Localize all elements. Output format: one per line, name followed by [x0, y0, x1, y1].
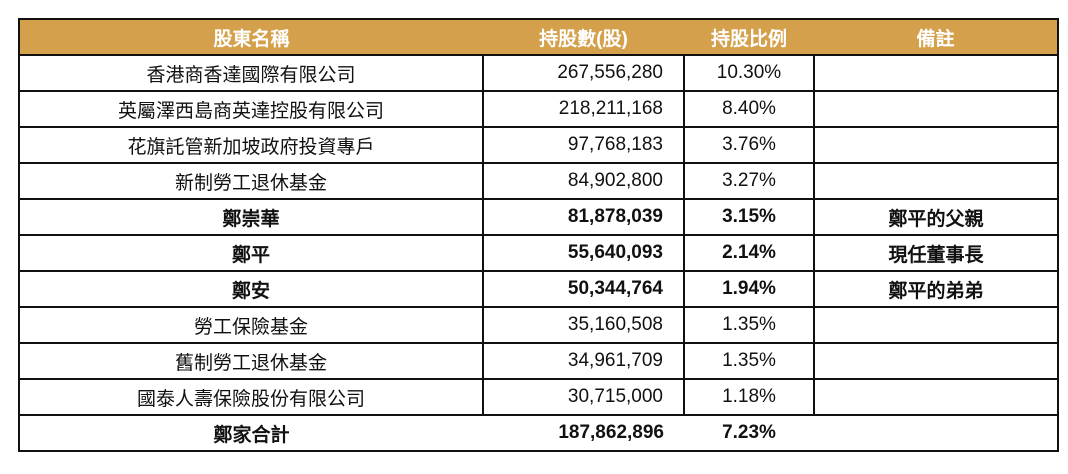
- shareholder-name: 勞工保險基金: [18, 306, 484, 344]
- share-percent: 1.35%: [683, 342, 815, 380]
- column-header-shares: 持股數(股): [483, 19, 684, 55]
- column-header-name: 股東名稱: [19, 19, 483, 55]
- table-row: 新制勞工退休基金 84,902,800 3.27%: [18, 162, 1059, 200]
- note: [813, 54, 1059, 92]
- note: [813, 306, 1059, 344]
- shareholder-name: 香港商香達國際有限公司: [18, 54, 484, 92]
- total-note: [814, 414, 1058, 452]
- share-count: 30,715,000: [482, 378, 685, 416]
- note: [813, 90, 1059, 128]
- shareholder-name: 花旗託管新加坡政府投資專戶: [18, 126, 484, 164]
- share-percent: 10.30%: [683, 54, 815, 92]
- table-row: 勞工保險基金 35,160,508 1.35%: [18, 306, 1059, 344]
- shareholder-table: 股東名稱 持股數(股) 持股比例 備註 香港商香達國際有限公司 267,556,2…: [18, 18, 1059, 452]
- shareholder-name: 國泰人壽保險股份有限公司: [18, 378, 484, 416]
- note: 現任董事長: [813, 234, 1059, 272]
- note: [813, 342, 1059, 380]
- total-percent: 7.23%: [684, 414, 814, 452]
- share-count: 35,160,508: [482, 306, 685, 344]
- share-percent: 2.14%: [683, 234, 815, 272]
- column-header-note: 備註: [814, 19, 1058, 55]
- table-row: 英屬澤西島商英達控股有限公司 218,211,168 8.40%: [18, 90, 1059, 128]
- shareholder-name: 鄭崇華: [18, 198, 484, 236]
- table-row: 香港商香達國際有限公司 267,556,280 10.30%: [18, 54, 1059, 92]
- table-row: 鄭安 50,344,764 1.94% 鄭平的弟弟: [18, 270, 1059, 308]
- table-row: 鄭崇華 81,878,039 3.15% 鄭平的父親: [18, 198, 1059, 236]
- share-count: 218,211,168: [482, 90, 685, 128]
- total-row: 鄭家合計 187,862,896 7.23%: [19, 414, 1058, 452]
- note: [813, 126, 1059, 164]
- share-count: 55,640,093: [482, 234, 685, 272]
- total-shares: 187,862,896: [483, 414, 684, 452]
- note: [813, 378, 1059, 416]
- share-percent: 1.35%: [683, 306, 815, 344]
- shareholder-name: 鄭安: [18, 270, 484, 308]
- share-count: 267,556,280: [482, 54, 685, 92]
- shareholder-name: 鄭平: [18, 234, 484, 272]
- share-count: 34,961,709: [482, 342, 685, 380]
- note: [813, 162, 1059, 200]
- share-percent: 3.76%: [683, 126, 815, 164]
- shareholder-name: 新制勞工退休基金: [18, 162, 484, 200]
- share-percent: 3.15%: [683, 198, 815, 236]
- note: 鄭平的父親: [813, 198, 1059, 236]
- header-row: 股東名稱 持股數(股) 持股比例 備註: [19, 19, 1058, 55]
- total-name: 鄭家合計: [19, 414, 483, 452]
- table-row: 鄭平 55,640,093 2.14% 現任董事長: [18, 234, 1059, 272]
- note: 鄭平的弟弟: [813, 270, 1059, 308]
- share-count: 50,344,764: [482, 270, 685, 308]
- share-percent: 3.27%: [683, 162, 815, 200]
- share-count: 81,878,039: [482, 198, 685, 236]
- share-count: 97,768,183: [482, 126, 685, 164]
- share-percent: 1.94%: [683, 270, 815, 308]
- column-header-percent: 持股比例: [684, 19, 814, 55]
- shareholder-name: 舊制勞工退休基金: [18, 342, 484, 380]
- table-row: 花旗託管新加坡政府投資專戶 97,768,183 3.76%: [18, 126, 1059, 164]
- table-row: 舊制勞工退休基金 34,961,709 1.35%: [18, 342, 1059, 380]
- share-percent: 1.18%: [683, 378, 815, 416]
- share-count: 84,902,800: [482, 162, 685, 200]
- share-percent: 8.40%: [683, 90, 815, 128]
- table-row: 國泰人壽保險股份有限公司 30,715,000 1.18%: [18, 378, 1059, 416]
- shareholder-name: 英屬澤西島商英達控股有限公司: [18, 90, 484, 128]
